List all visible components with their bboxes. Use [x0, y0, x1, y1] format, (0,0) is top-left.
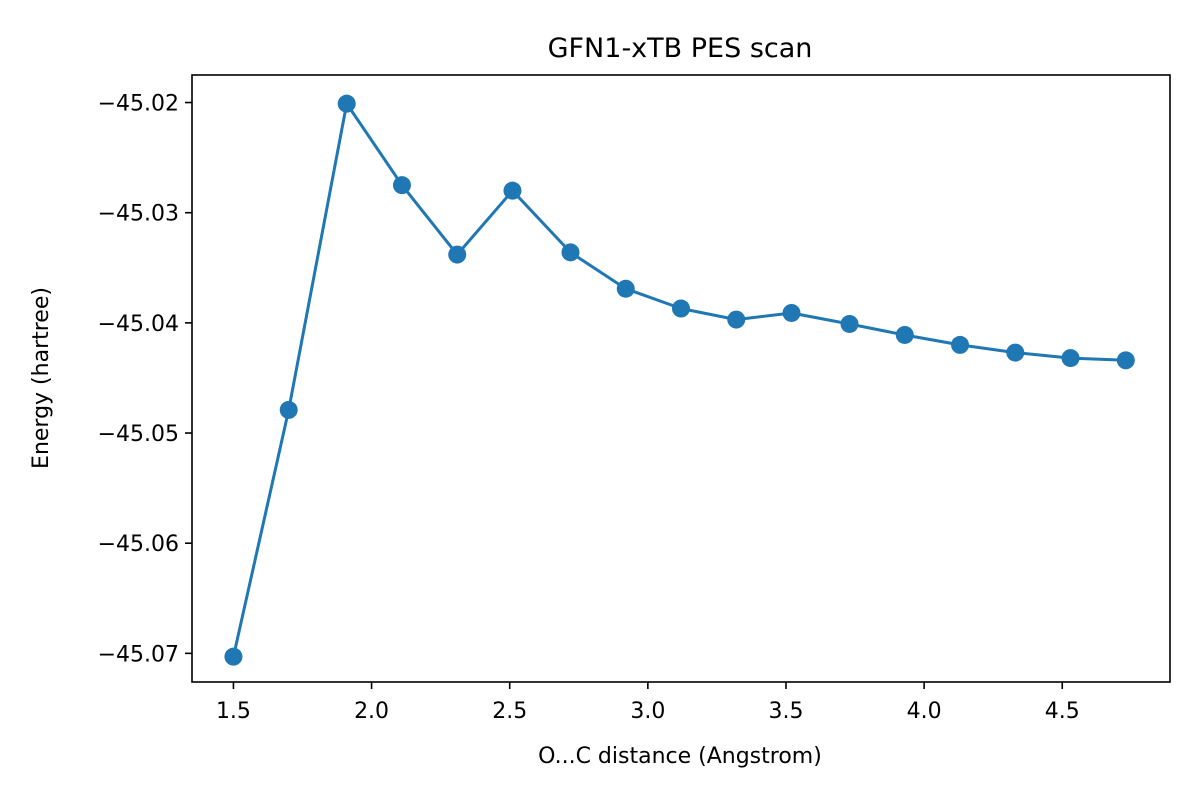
data-point: [727, 310, 746, 329]
data-point: [561, 243, 580, 262]
data-point: [224, 647, 243, 666]
data-point: [840, 314, 859, 333]
x-tick-label: 2.0: [354, 699, 389, 724]
data-point: [951, 335, 970, 354]
data-point: [782, 303, 801, 322]
x-tick-label: 4.5: [1045, 699, 1080, 724]
data-point: [279, 400, 298, 419]
x-axis-label: O...C distance (Angstrom): [538, 744, 822, 769]
data-point: [1061, 349, 1080, 368]
y-tick-label: −45.05: [98, 422, 179, 447]
data-point: [1116, 351, 1135, 370]
data-point: [337, 94, 356, 113]
x-tick-label: 4.0: [907, 699, 942, 724]
y-tick-label: −45.04: [98, 312, 179, 337]
y-tick-label: −45.07: [98, 642, 179, 667]
data-point: [1006, 343, 1025, 362]
x-tick-label: 3.5: [768, 699, 803, 724]
y-axis-label: Energy (hartree): [29, 287, 54, 469]
data-point: [672, 299, 690, 318]
plot-series: [224, 94, 1135, 666]
data-point: [895, 325, 914, 344]
chart-title: GFN1-xTB PES scan: [548, 33, 813, 64]
y-tick-label: −45.02: [98, 92, 179, 117]
x-axis-ticks: 1.5 2.0 2.5 3.0 3.5 4.0 4.5: [216, 682, 1080, 724]
y-tick-label: −45.06: [98, 532, 179, 557]
x-tick-label: 1.5: [216, 699, 251, 724]
data-point: [448, 245, 467, 264]
data-point: [392, 176, 411, 195]
y-tick-label: −45.03: [98, 202, 179, 227]
data-point: [503, 181, 522, 200]
data-point: [616, 279, 635, 298]
x-tick-label: 2.5: [492, 699, 527, 724]
plot-frame: [191, 74, 1171, 683]
x-tick-label: 3.0: [630, 699, 665, 724]
y-axis-ticks: −45.07 −45.06 −45.05 −45.04 −45.03 −45.02: [98, 92, 192, 667]
